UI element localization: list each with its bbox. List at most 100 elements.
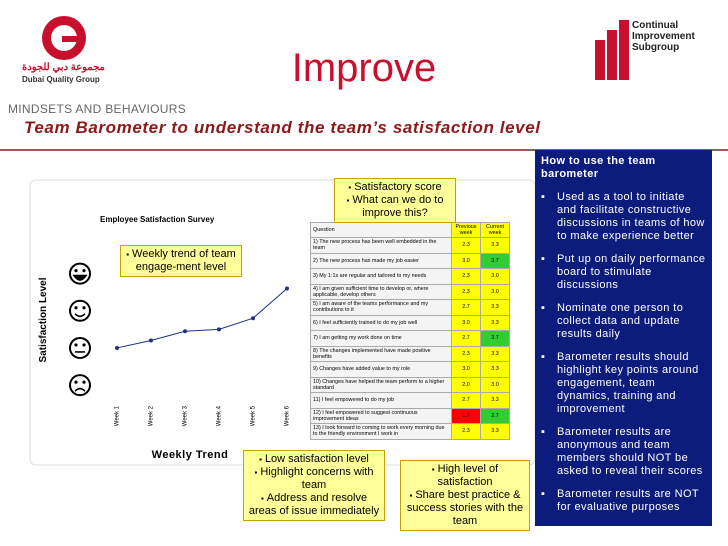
subgroup-line: Continual (632, 20, 679, 31)
line (116, 288, 288, 349)
face (69, 299, 91, 322)
question-cell: 3) My 1:1s are regular and tailored to m… (310, 268, 452, 285)
current-cell: 3.3 (480, 392, 510, 409)
previous-cell: 3.0 (451, 361, 481, 378)
face (69, 262, 91, 285)
callout-line: Satisfactory score (339, 181, 451, 194)
x-tick-label: Week 2 (149, 405, 155, 426)
callout: Low satisfaction levelHighlight concerns… (243, 450, 385, 521)
previous-cell: 2.3 (451, 237, 481, 254)
table-row: 12) I feel empowered to suggest continuo… (310, 407, 510, 424)
question-cell: 8) The changes implemented have made pos… (310, 345, 452, 362)
table-row: 2) The new process has made my job easie… (310, 252, 510, 269)
face (69, 336, 91, 359)
callout-line: Low satisfaction level (248, 453, 380, 466)
previous-cell: 2.7 (451, 392, 481, 409)
question-cell: 4) I am given sufficient time to develop… (310, 283, 452, 300)
panel-bullet: Nominate one person to collect data and … (541, 302, 706, 341)
x-tick-label: Week 6 (285, 405, 291, 426)
table-row: 1) The new process has been well embedde… (310, 237, 510, 254)
previous-cell: 2.3 (451, 268, 481, 285)
question-cell: 7) I am getting my work done on time (310, 330, 452, 347)
eye (74, 306, 78, 310)
point (217, 327, 221, 332)
table-row: 7) I am getting my work done on time 2.7 3… (310, 330, 510, 347)
eye (82, 343, 86, 347)
x-tick-label: Week 5 (251, 405, 257, 426)
y-axis-label: Satisfaction Level (38, 277, 49, 362)
point (285, 286, 289, 291)
panel-bullet: Barometer results are anonymous and team… (541, 426, 706, 478)
x-tick-label: Week 4 (217, 405, 223, 426)
mouth (74, 313, 86, 318)
eye (74, 380, 78, 384)
previous-cell: 2.7 (451, 330, 481, 347)
header-cell: Current week (480, 222, 510, 238)
face-tick (69, 374, 91, 397)
face-tick (69, 299, 91, 322)
mouth (74, 387, 86, 392)
eye (74, 343, 78, 347)
current-cell: 3.7 (480, 330, 510, 347)
question-cell: 2) The new process has made my job easie… (310, 252, 452, 269)
face-tick (69, 262, 91, 285)
question-cell: 9) Changes have added value to my role (310, 361, 452, 378)
table-row: 8) The changes implemented have made pos… (310, 345, 510, 362)
question-cell: 5) I am aware of the teams performance a… (310, 299, 452, 316)
x-tick-label: Week 3 (183, 405, 189, 426)
table-row: 3) My 1:1s are regular and tailored to m… (310, 268, 510, 285)
x-tick-label: Week 1 (115, 405, 121, 426)
subgroup-line: Improvement (632, 31, 695, 42)
previous-cell: 2.0 (451, 376, 481, 393)
callout-line: What can we do to improve this? (339, 194, 451, 220)
logo-text: Dubai Quality Group (22, 75, 100, 84)
slide-title: Improve (291, 46, 437, 90)
callout-line: Share best practice & success stories wi… (405, 489, 525, 528)
ci-logo (595, 20, 629, 80)
panel-heading: How to use the team barometer (541, 155, 656, 180)
callout: Weekly trend of team engage-ment level (120, 245, 242, 277)
point (183, 329, 187, 334)
panel-bullet: Barometer results should highlight key p… (541, 351, 706, 416)
table-row: 6) I feel sufficiently trained to do my … (310, 314, 510, 331)
panel-bullet: Barometer results are NOT for evaluative… (541, 488, 706, 514)
previous-cell: 3.0 (451, 252, 481, 269)
x-axis-label: Weekly Trend (152, 449, 229, 461)
eye (82, 268, 86, 273)
table-row: 10) Changes have helped the team perform… (310, 376, 510, 393)
callout-line: Highlight concerns with team (248, 466, 380, 492)
chart-title: Employee Satisfaction Survey (100, 215, 215, 224)
subgroup-logo-text: Continual Improvement Subgroup (632, 20, 695, 53)
current-cell: 3.0 (480, 376, 510, 393)
eye (82, 306, 86, 310)
current-cell: 3.0 (480, 283, 510, 300)
kicker: MINDSETS AND BEHAVIOURS (8, 102, 187, 116)
previous-cell: 2.7 (451, 299, 481, 316)
current-cell: 3.3 (480, 361, 510, 378)
callout: High level of satisfactionShare best pra… (400, 460, 530, 531)
header-row: Question Previous week Current week (310, 222, 510, 238)
panel-bullet: Used as a tool to initiate and facilitat… (541, 191, 706, 243)
current-cell: 3.3 (480, 423, 510, 440)
current-cell: 3.7 (480, 252, 510, 269)
callout-line: Weekly trend of team engage-ment level (125, 248, 237, 274)
face (69, 374, 91, 397)
question-cell: 1) The new process has been well embedde… (310, 237, 452, 254)
face-tick (69, 336, 91, 359)
previous-cell: 3.0 (451, 314, 481, 331)
logo-arabic: مجموعة دبي للجودة (22, 62, 105, 73)
header-cell: Question (310, 222, 452, 238)
question-cell: 11) I feel empowered to do my job (310, 392, 452, 409)
question-cell: 10) Changes have helped the team perform… (310, 376, 452, 393)
eye (82, 380, 86, 384)
table-row: 5) I am aware of the teams performance a… (310, 299, 510, 316)
point (251, 316, 255, 321)
subtitle: Team Barometer to understand the team’s … (24, 118, 541, 137)
point (149, 338, 153, 343)
callout: Satisfactory scoreWhat can we do to impr… (334, 178, 456, 223)
mouth (72, 274, 88, 281)
callout-line: High level of satisfaction (405, 463, 525, 489)
previous-cell: 2.3 (451, 283, 481, 300)
barometer-table: Question Previous week Current week 1) The … (310, 222, 510, 440)
